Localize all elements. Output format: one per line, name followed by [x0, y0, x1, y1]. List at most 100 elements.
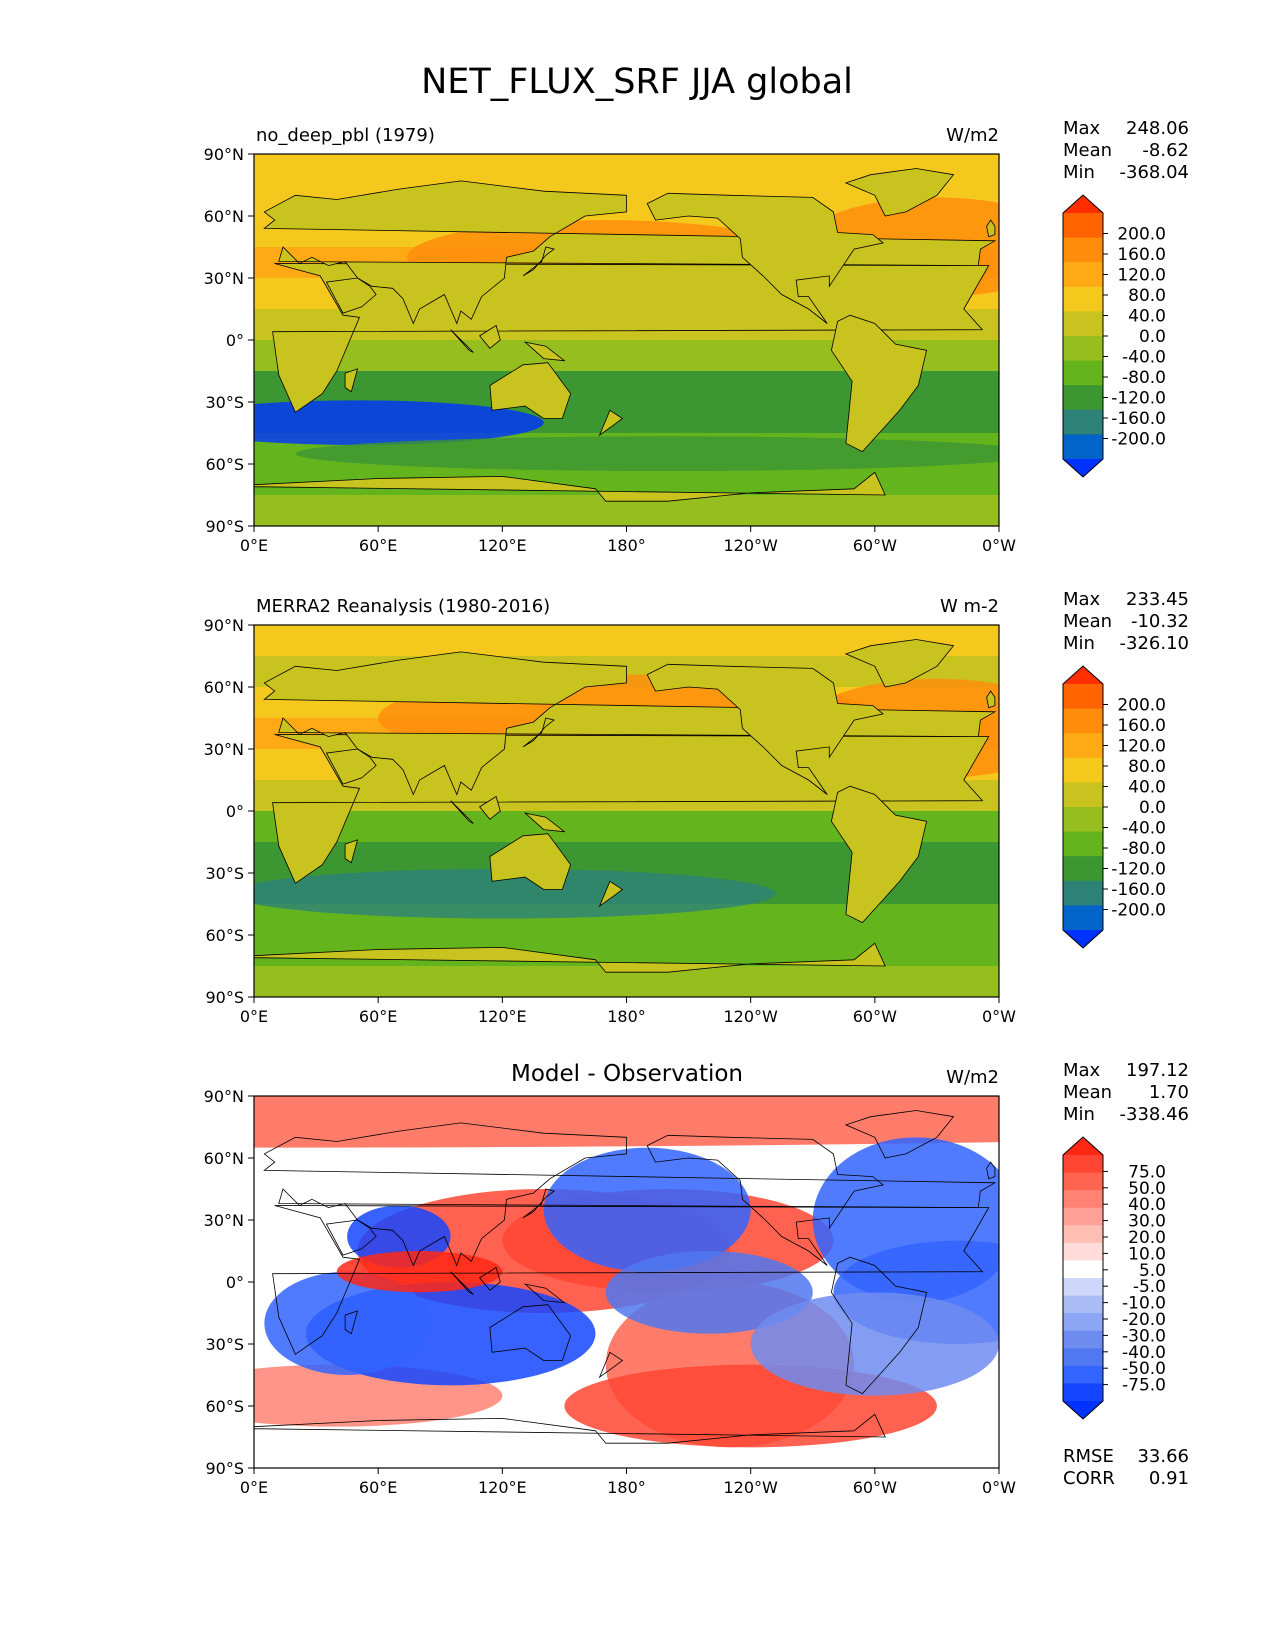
land-outline-southAmerica — [830, 314, 928, 453]
land-outline-newGuinea — [523, 341, 566, 362]
x-tick-label: 0°W — [982, 536, 1016, 555]
land-outline-madagascar — [344, 368, 359, 393]
land-outline-northAmerica — [646, 192, 885, 324]
x-tick-label: 0°E — [240, 1007, 268, 1026]
colorbar-segment — [1063, 708, 1103, 734]
land-outline-australia — [489, 833, 572, 890]
colorbar-label: 40.0 — [1128, 1195, 1166, 1215]
rmse-label: RMSE — [1063, 1446, 1114, 1467]
colorbar-label: 75.0 — [1128, 1162, 1166, 1182]
panel-2-map — [253, 624, 1000, 998]
colorbar-segment — [1063, 1365, 1103, 1384]
colorbar-segment — [1063, 1242, 1103, 1261]
colorbar-extend-max — [1063, 195, 1103, 213]
colorbar-label: 80.0 — [1128, 286, 1166, 306]
panel-2-max-label: Max — [1063, 589, 1101, 610]
colorbar-segment — [1063, 336, 1103, 362]
y-tick-label: 90°N — [204, 145, 244, 164]
colorbar-label: 20.0 — [1128, 1228, 1166, 1248]
x-tick-label: 60°E — [359, 1007, 397, 1026]
land-outline-newGuinea — [523, 812, 566, 833]
land-outline-newZealand — [598, 1351, 624, 1379]
diff-anomaly-patch — [254, 1096, 999, 1148]
colorbar-label: 160.0 — [1117, 245, 1166, 265]
land-outline-eurasia — [263, 180, 997, 325]
panel-2-min-value: -326.10 — [1120, 633, 1189, 654]
land-outline-eurasia — [263, 651, 997, 796]
colorbar-segment — [1063, 1295, 1103, 1314]
field-anomaly-patch — [295, 436, 999, 472]
y-tick-label: 90°N — [204, 616, 244, 635]
land-outline-uk — [986, 690, 996, 709]
panel-2-axes: 0°E 60°E 120°E 180° 120°W 60°W 0°W 90°N 60°N 30°N… — [204, 616, 1017, 1026]
land-outline-southAmerica — [830, 1256, 928, 1395]
panel-2: MERRA2 Reanalysis (1980-2016) W m-2 0°E 6… — [204, 589, 1189, 1026]
colorbar-segment — [1063, 434, 1103, 460]
panel-1-max-label: Max — [1063, 118, 1101, 139]
y-tick-label: 90°S — [205, 517, 244, 536]
panel-1-left-title: no_deep_pbl (1979) — [256, 125, 435, 146]
colorbar-outline — [1062, 665, 1104, 949]
y-tick-label: 60°S — [205, 926, 244, 945]
y-tick-label: 30°S — [205, 864, 244, 883]
colorbar-label: 0.0 — [1139, 327, 1166, 347]
colorbar-label: -50.0 — [1122, 1359, 1166, 1379]
colorbar-segment — [1063, 1383, 1103, 1402]
land-outline-madagascar — [344, 839, 359, 864]
y-tick-label: 90°S — [205, 1459, 244, 1478]
panel-3-max-value: 197.12 — [1126, 1060, 1189, 1081]
x-tick-label: 180° — [607, 1007, 646, 1026]
colorbar-segment — [1063, 905, 1103, 931]
colorbar-segment — [1063, 262, 1103, 288]
y-tick-label: 30°N — [204, 1211, 244, 1230]
panel-1-colorbar: 200.0160.0120.080.040.00.0-40.0-80.0-120… — [1062, 194, 1166, 478]
panel-1-mean-label: Mean — [1063, 140, 1112, 161]
colorbar-segment — [1063, 757, 1103, 783]
colorbar-outline — [1062, 194, 1104, 478]
panel-2-max-value: 233.45 — [1126, 589, 1189, 610]
panel-1-min-value: -368.04 — [1120, 162, 1189, 183]
y-tick-label: 30°N — [204, 740, 244, 759]
x-tick-label: 180° — [607, 536, 646, 555]
colorbar-segment — [1063, 237, 1103, 263]
panel-1-stats: Max 248.06 Mean -8.62 Min -368.04 — [1063, 118, 1189, 183]
y-tick-label: 60°S — [205, 1397, 244, 1416]
land-outline-northAmerica — [646, 663, 885, 795]
land-outline-africa — [272, 1205, 990, 1355]
colorbar-label: 80.0 — [1128, 757, 1166, 777]
panel-3-map — [253, 1095, 1000, 1469]
diff-anomaly-patch — [750, 1292, 999, 1396]
land-outline-japan — [522, 246, 556, 277]
colorbar-extend-min — [1063, 930, 1103, 948]
land-outline-australia — [489, 362, 572, 419]
panel-2-min-label: Min — [1063, 633, 1095, 654]
panel-1-axes: 0°E 60°E 120°E 180° 120°W 60°W 0°W 90°N 60°N 30°N… — [204, 145, 1017, 555]
colorbar-label: -40.0 — [1122, 1343, 1166, 1363]
colorbar-segment — [1063, 880, 1103, 906]
colorbar-segment — [1063, 1155, 1103, 1174]
land-outline-uk — [986, 1161, 996, 1180]
panel-3-min-label: Min — [1063, 1104, 1095, 1125]
colorbar-segment — [1063, 286, 1103, 312]
colorbar-segment — [1063, 856, 1103, 882]
colorbar-label: -80.0 — [1122, 368, 1166, 388]
y-tick-label: 90°S — [205, 988, 244, 1007]
land-outline-australia — [489, 1304, 572, 1361]
x-tick-label: 60°W — [853, 1007, 897, 1026]
land-outline-antarctica — [254, 1413, 886, 1468]
y-tick-label: 30°S — [205, 393, 244, 412]
panel-3-mean-value: 1.70 — [1149, 1082, 1189, 1103]
land-outline-borneo — [479, 324, 501, 349]
x-tick-label: 60°W — [853, 1478, 897, 1497]
colorbar-label: 160.0 — [1117, 716, 1166, 736]
panel-3-min-value: -338.46 — [1120, 1104, 1189, 1125]
panel-2-units: W m-2 — [940, 596, 999, 617]
colorbar-label: -120.0 — [1111, 389, 1166, 409]
panel-1-units: W/m2 — [946, 125, 999, 146]
colorbar-label: -30.0 — [1122, 1326, 1166, 1346]
x-tick-label: 60°E — [359, 536, 397, 555]
x-tick-label: 0°E — [240, 536, 268, 555]
colorbar-segment — [1063, 213, 1103, 239]
colorbar-segment — [1063, 311, 1103, 337]
colorbar-label: -160.0 — [1111, 880, 1166, 900]
